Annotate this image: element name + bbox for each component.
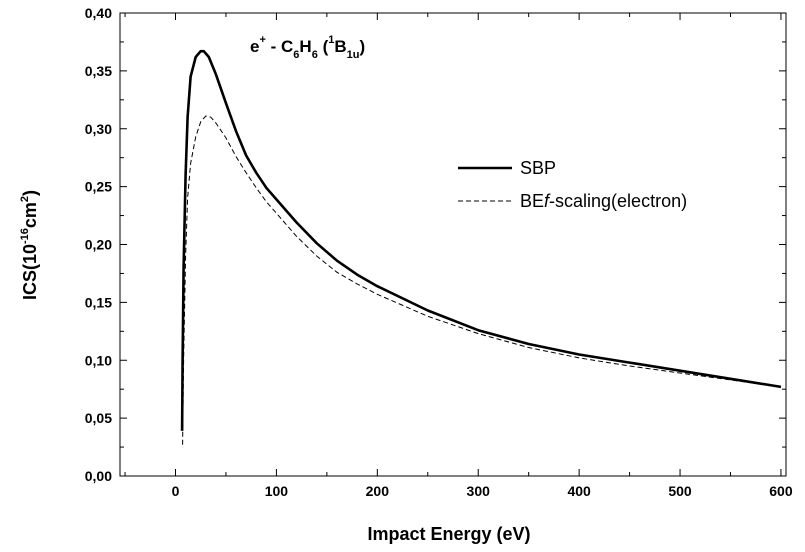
axis-ticks [120,12,786,477]
legend-label-bef-scaling: BEf-scaling(electron) [520,191,687,211]
y-tick-label: 0,10 [85,352,112,368]
x-axis-title: Impact Energy (eV) [367,524,530,544]
y-tick-label: 0,25 [85,179,112,195]
y-tick-label: 0,40 [85,5,112,21]
y-tick-label: 0,20 [85,237,112,253]
series-line-bef-scaling [182,115,782,445]
x-tick-label: 0 [172,483,180,499]
series-layer [180,49,782,445]
x-tick-label: 600 [769,483,793,499]
y-tick-label: 0,35 [85,63,112,79]
legend-label-sbp: SBP [520,158,556,178]
x-tick-label: 100 [265,483,289,499]
plot-annotation: e+ - C6H6 (1B1u) [250,34,365,61]
legend: SBP BEf-scaling(electron) [458,158,687,211]
y-tick-label: 0,30 [85,121,112,137]
y-tick-label: 0,05 [85,410,112,426]
x-tick-label: 500 [668,483,692,499]
x-tick-label: 300 [467,483,491,499]
x-tick-label: 400 [567,483,591,499]
y-tick-label: 0,00 [85,468,112,484]
series-line-sbp [180,49,782,431]
y-axis-title: ICS(10-16cm2) [19,190,40,300]
y-tick-label: 0,15 [85,294,112,310]
axis-tick-labels: 0 100 200 300 400 500 600 0,00 0,05 0,10 0,15 0,20 0… [85,5,793,499]
x-tick-label: 200 [366,483,390,499]
